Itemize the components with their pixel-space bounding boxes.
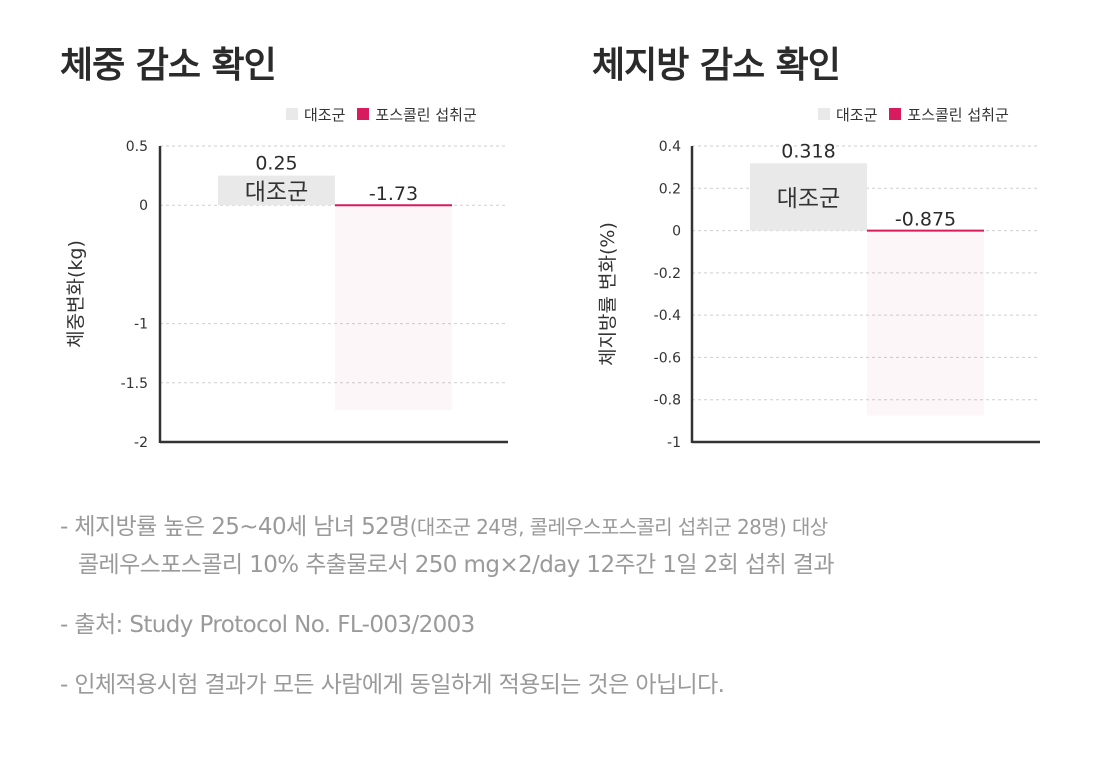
legend-swatch-treatment xyxy=(357,108,370,120)
study-notes: - 체지방률 높은 25~40세 남녀 52명(대조군 24명, 콜레우스포스콜… xyxy=(60,508,1060,704)
weight-ytick-label: -2 xyxy=(134,435,148,451)
bodyfat-ytick-label: 0.4 xyxy=(659,139,681,155)
bodyfat-ytick-label: -0.6 xyxy=(654,350,681,366)
bodyfat-ytick-label: -0.8 xyxy=(654,393,681,409)
weight-ytick-label: -1 xyxy=(134,317,148,333)
bodyfat-bar-text-control: 대조군 xyxy=(777,186,840,212)
legend-swatch-control xyxy=(818,108,830,120)
weight-chart-title: 체중 감소 확인 xyxy=(60,45,277,86)
legend-item-treatment: 포스콜린 섭취군 xyxy=(889,104,1009,125)
legend-swatch-treatment xyxy=(889,108,902,120)
bodyfat-ytick-label: 0.2 xyxy=(659,181,681,197)
bodyfat-ytick-label: -1 xyxy=(667,435,681,451)
weight-ytick-label: 0.5 xyxy=(126,139,148,155)
bodyfat-bar-treatment xyxy=(867,230,984,416)
legend-label-control: 대조군 xyxy=(304,105,346,124)
legend-swatch-control xyxy=(286,108,298,120)
bodyfat-data-label-treatment: -0.875 xyxy=(895,209,956,231)
legend-label-control: 대조군 xyxy=(836,105,878,124)
legend-label-treatment: 포스콜린 섭취군 xyxy=(375,105,477,124)
weight-chart-legend: 대조군 포스콜린 섭취군 xyxy=(286,104,477,124)
bodyfat-data-label-control: 0.318 xyxy=(781,140,835,162)
note-population-main: - 체지방률 높은 25~40세 남녀 52명 xyxy=(60,514,410,540)
note-population-detail: (대조군 24명, 콜레우스포스콜리 섭취군 28명) 대상 xyxy=(409,515,828,539)
weight-ytick-label: -1.5 xyxy=(121,376,148,392)
weight-ytick-label: 0 xyxy=(139,198,148,214)
weight-bar-treatment xyxy=(335,205,452,411)
note-source: - 출처: Study Protocol No. FL-003/2003 xyxy=(60,612,475,638)
weight-bar-text-control: 대조군 xyxy=(245,179,308,205)
legend-label-treatment: 포스콜린 섭취군 xyxy=(907,105,1009,124)
bodyfat-ytick-label: 0 xyxy=(672,224,681,240)
legend-item-treatment: 포스콜린 섭취군 xyxy=(357,104,477,125)
bodyfat-ytick-label: -0.4 xyxy=(654,308,681,324)
note-dosage: 콜레우스포스콜리 10% 추출물로서 250 mg×2/day 12주간 1일 … xyxy=(78,552,834,578)
weight-data-label-control: 0.25 xyxy=(255,153,297,175)
bodyfat-bar-control xyxy=(750,163,867,231)
weight-y-axis-title: 체중변화(kg) xyxy=(65,240,87,348)
bodyfat-ytick-label: -0.2 xyxy=(654,266,681,282)
legend-item-control: 대조군 xyxy=(818,104,877,125)
weight-bar-control xyxy=(218,175,335,206)
legend-item-control: 대조군 xyxy=(286,104,345,125)
bodyfat-chart-title: 체지방 감소 확인 xyxy=(592,45,841,86)
bodyfat-y-axis-title: 체지방률 변화(%) xyxy=(597,222,619,366)
note-disclaimer: - 인체적용시험 결과가 모든 사람에게 동일하게 적용되는 것은 아닙니다. xyxy=(60,672,725,698)
bodyfat-chart-legend: 대조군 포스콜린 섭취군 xyxy=(818,104,1009,124)
charts-canvas: 0.5 0 -1 -1.5 -2 체중변화(kg) 0.25 대조군 -1.73 0.4 0.2 0 -… xyxy=(65,139,1040,451)
weight-data-label-treatment: -1.73 xyxy=(369,183,418,205)
note-study-population: - 체지방률 높은 25~40세 남녀 52명(대조군 24명, 콜레우스포스콜… xyxy=(60,508,1060,546)
